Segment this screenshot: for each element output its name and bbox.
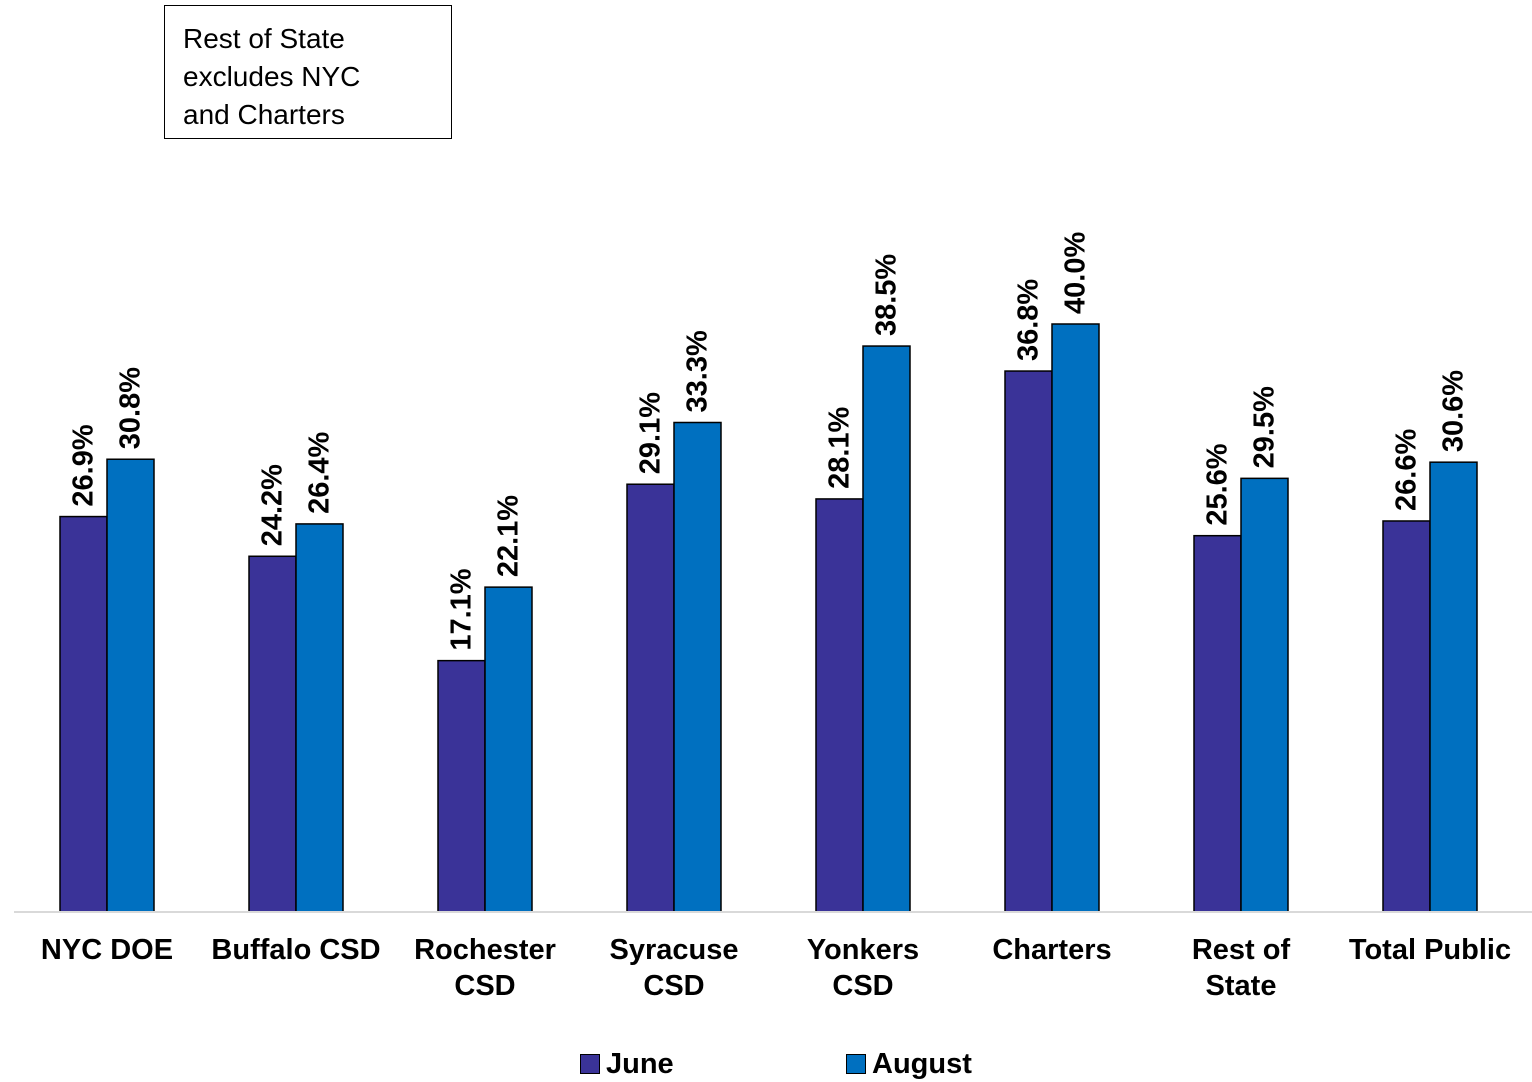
data-label-june-2: 17.1% — [446, 568, 478, 650]
bar-august-0 — [106, 458, 155, 913]
bar-august-5 — [1051, 323, 1100, 913]
category-label-7-line-0: Total Public — [1348, 934, 1512, 966]
data-label-august-5: 40.0% — [1060, 232, 1092, 314]
data-label-august-2: 22.1% — [493, 495, 525, 577]
data-label-june-1: 24.2% — [257, 464, 289, 546]
data-label-august-7: 30.6% — [1438, 370, 1470, 452]
legend-june: June — [580, 1046, 674, 1082]
category-label-5: Charters — [952, 932, 1152, 968]
category-label-2: Rochester CSD — [385, 932, 585, 1004]
data-label-june-4: 28.1% — [824, 406, 856, 488]
data-label-august-6: 29.5% — [1249, 386, 1281, 468]
legend-august: August — [846, 1046, 972, 1082]
bar-august-4 — [862, 345, 911, 913]
category-label-4: Yonkers CSD — [763, 932, 963, 1004]
category-label-0: NYC DOE — [7, 932, 207, 968]
legend-swatch-august — [846, 1054, 866, 1074]
data-label-august-1: 26.4% — [304, 431, 336, 513]
category-label-2-line-1: CSD — [454, 970, 516, 1002]
category-label-4-line-1: CSD — [832, 970, 894, 1002]
category-label-6-line-1: State — [1205, 970, 1277, 1002]
data-label-june-0: 26.9% — [68, 424, 100, 506]
bar-june-0 — [59, 515, 108, 913]
bar-august-1 — [295, 523, 344, 913]
data-label-june-3: 29.1% — [635, 392, 667, 474]
legend-label-june: June — [606, 1047, 674, 1080]
category-label-3-line-1: CSD — [643, 970, 705, 1002]
data-label-august-0: 30.8% — [115, 367, 147, 449]
data-label-june-6: 25.6% — [1202, 443, 1234, 525]
data-label-june-5: 36.8% — [1013, 279, 1045, 361]
note-line-3: and Charters — [183, 99, 345, 130]
category-label-1: Buffalo CSD — [196, 932, 396, 968]
data-label-august-3: 33.3% — [682, 330, 714, 412]
category-label-3-line-0: Syracuse — [609, 934, 739, 966]
bar-august-7 — [1429, 461, 1478, 913]
bar-june-4 — [815, 498, 864, 913]
note-line-1: Rest of State — [183, 23, 345, 54]
bar-june-3 — [626, 483, 675, 913]
bar-august-3 — [673, 421, 722, 913]
category-label-4-line-0: Yonkers — [806, 934, 920, 966]
bar-june-5 — [1004, 370, 1053, 913]
category-label-6: Rest of State — [1141, 932, 1341, 1004]
bar-august-6 — [1240, 477, 1289, 913]
bar-june-7 — [1382, 520, 1431, 913]
bar-august-2 — [484, 586, 533, 913]
category-label-1-line-0: Buffalo CSD — [211, 934, 381, 966]
legend-label-august: August — [872, 1047, 972, 1080]
category-label-5-line-0: Charters — [992, 934, 1112, 966]
category-label-7: Total Public — [1330, 932, 1530, 968]
category-label-3: Syracuse CSD — [574, 932, 774, 1004]
bar-june-1 — [248, 555, 297, 913]
data-label-june-7: 26.6% — [1391, 429, 1423, 511]
bar-june-6 — [1193, 534, 1242, 913]
data-label-august-4: 38.5% — [871, 254, 903, 336]
category-label-6-line-0: Rest of — [1191, 934, 1291, 966]
legend-swatch-june — [580, 1054, 600, 1074]
note-box: Rest of State excludes NYC and Charters — [164, 5, 452, 139]
note-line-2: excludes NYC — [183, 61, 361, 92]
bar-june-2 — [437, 659, 486, 913]
category-label-2-line-0: Rochester — [414, 934, 556, 966]
category-label-0-line-0: NYC DOE — [40, 934, 174, 966]
